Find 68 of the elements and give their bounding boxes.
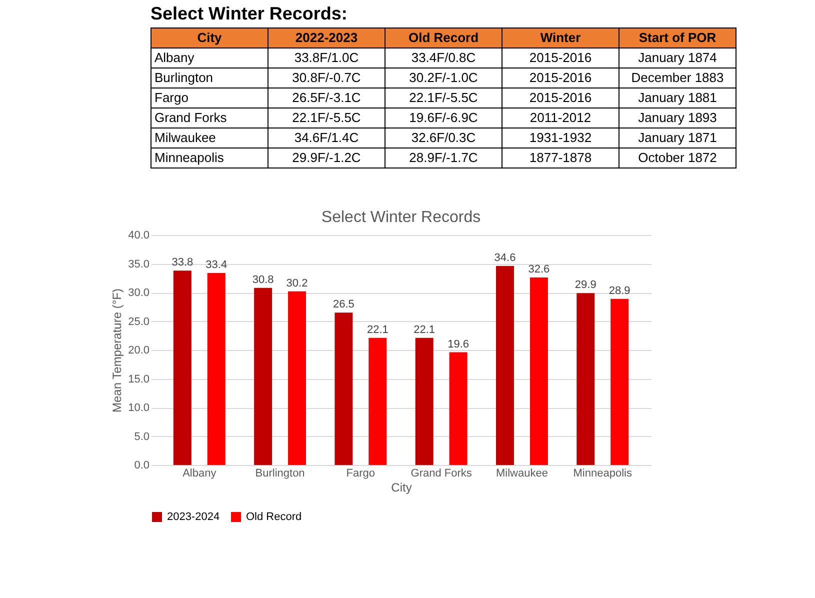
category-label: Grand Forks: [154, 110, 227, 125]
text: 33.8F/1.0C: [294, 50, 359, 65]
text: 30.8F/-0.7C: [292, 70, 361, 85]
data-label: 28.9: [608, 284, 630, 297]
x-tick-label: Grand Forks: [410, 468, 472, 480]
legend-label: 2023-2024: [167, 511, 220, 523]
data-label: 19.6: [448, 338, 470, 350]
y-tick-label: 0.0: [134, 460, 150, 472]
text: 33.4F/0.8C: [411, 50, 476, 65]
text: 1931-1932: [529, 130, 592, 145]
text: 34.6F/1.4C: [294, 130, 359, 145]
y-axis-title: Mean Temperature (°F): [110, 288, 124, 412]
category-label: Old Record: [408, 30, 479, 45]
category-label: 2022-2023: [295, 30, 358, 45]
text: January 1871: [638, 130, 717, 145]
category-label: Start of POR: [638, 30, 717, 45]
text: 19.6F/-6.9C: [409, 110, 478, 125]
data-label: 29.9: [574, 279, 596, 292]
text: October 1872: [638, 150, 717, 165]
text: 26.5F/-3.1C: [292, 90, 361, 105]
y-tick-label: 35.0: [128, 258, 150, 270]
y-tick-label: 15.0: [128, 373, 150, 386]
legend-label: Old Record: [246, 511, 302, 523]
data-label: 22.1: [366, 324, 388, 336]
y-tick-label: 25.0: [128, 316, 150, 328]
text: 22.1F/-5.5C: [409, 90, 478, 105]
data-label: 33.8: [172, 256, 194, 269]
y-tick-label: 5.0: [134, 430, 150, 443]
text: Select Winter Records:: [150, 4, 348, 24]
text: 2015-2016: [529, 50, 592, 65]
data-label: 32.6: [528, 264, 550, 276]
category-label: Minneapolis: [154, 150, 224, 165]
text: January 1881: [638, 90, 717, 105]
data-label: 22.1: [414, 324, 436, 336]
x-tick-label: Burlington: [255, 468, 305, 480]
text: 2015-2016: [529, 70, 592, 85]
y-tick-label: 40.0: [128, 230, 150, 242]
text: 1877-1878: [529, 150, 592, 165]
category-label: Milwaukee: [154, 130, 216, 145]
text: 22.1F/-5.5C: [292, 110, 361, 125]
data-label: 33.4: [206, 258, 228, 271]
x-tick-label: Milwaukee: [496, 468, 548, 480]
chart-title: Select Winter Records: [321, 209, 481, 226]
category-label: City: [197, 30, 223, 45]
y-tick-label: 10.0: [128, 402, 150, 414]
text: 30.2F/-1.0C: [409, 70, 478, 85]
y-tick-label: 20.0: [128, 344, 150, 356]
x-axis-title: City: [391, 480, 412, 494]
category-label: Albany: [154, 50, 194, 65]
data-label: 30.8: [252, 274, 274, 286]
text: 2011-2012: [530, 110, 592, 125]
category-label: Fargo: [154, 90, 188, 105]
text: January 1874: [638, 50, 717, 65]
data-label: 30.2: [286, 277, 308, 290]
category-label: Winter: [540, 30, 581, 45]
data-label: 34.6: [494, 252, 516, 264]
text: 32.6F/0.3C: [411, 130, 476, 145]
category-label: Burlington: [154, 70, 214, 85]
x-tick-label: Fargo: [346, 468, 376, 480]
x-tick-label: Albany: [182, 468, 217, 480]
x-tick-label: Minneapolis: [573, 468, 632, 480]
data-label: 26.5: [332, 298, 354, 311]
text: 28.9F/-1.7C: [409, 150, 478, 165]
text: December 1883: [631, 70, 724, 85]
text: 2015-2016: [529, 90, 592, 105]
y-tick-label: 30.0: [128, 287, 150, 299]
text: January 1893: [638, 110, 717, 125]
text: 29.9F/-1.2C: [292, 150, 361, 165]
